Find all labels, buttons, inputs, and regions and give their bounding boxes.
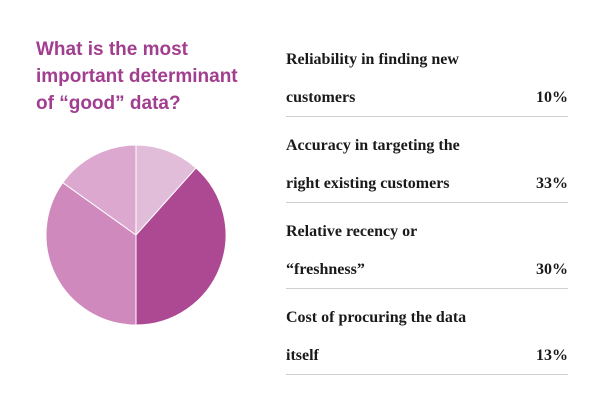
legend-item: Relative recency or “freshness” 30% — [286, 212, 568, 289]
pie-slice-0 — [135, 144, 197, 237]
legend-label-line: Relative recency or — [286, 223, 418, 240]
legend-item: Reliability in finding new customers 10% — [286, 40, 568, 117]
pie-slice-3 — [62, 144, 137, 236]
legend-value: 33% — [536, 175, 568, 192]
chart-title-line: important determinant — [36, 66, 238, 87]
legend-label-line: Reliability in finding new — [286, 51, 459, 68]
pie-slice-2 — [45, 181, 137, 326]
legend-label-line: customers — [286, 89, 356, 106]
legend-item: Cost of procuring the data itself 13% — [286, 298, 568, 375]
chart-title-line: What is the most — [36, 39, 189, 60]
legend-value: 30% — [536, 261, 568, 278]
legend-label-line: itself — [286, 347, 319, 364]
pie-chart — [45, 144, 227, 326]
legend: Reliability in finding new customers 10%… — [286, 40, 568, 384]
legend-item: Accuracy in targeting the right existing… — [286, 126, 568, 203]
legend-label-line: “freshness” — [286, 261, 365, 278]
legend-label-line: Cost of procuring the data — [286, 309, 467, 326]
chart-title: What is the most important determinant o… — [36, 36, 286, 117]
pie-slice-1 — [135, 167, 227, 326]
legend-label-line: right existing customers — [286, 175, 450, 192]
legend-label-line: Accuracy in targeting the — [286, 137, 460, 154]
legend-value: 10% — [536, 89, 568, 106]
legend-value: 13% — [536, 347, 568, 364]
chart-title-line: of “good” data? — [36, 93, 181, 114]
